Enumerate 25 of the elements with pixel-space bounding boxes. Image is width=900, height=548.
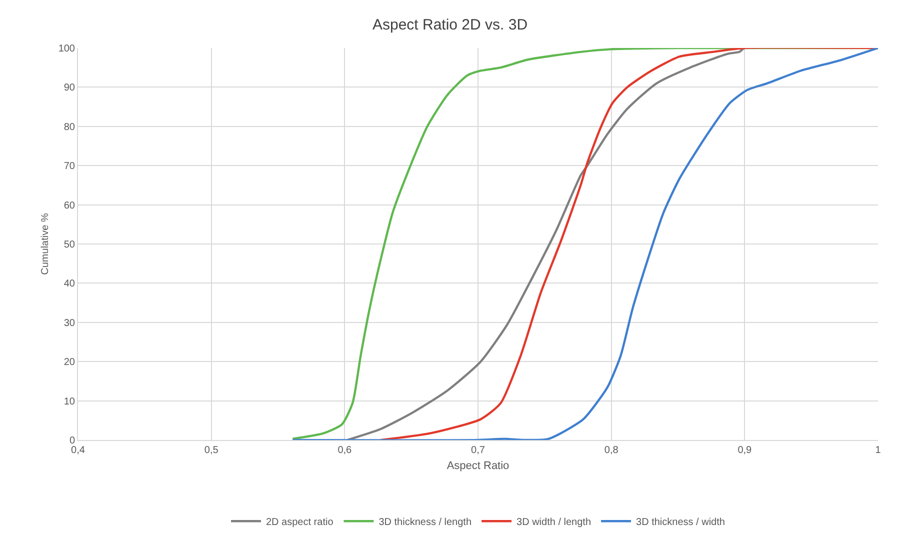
y-tick-label: 40 [64, 278, 76, 290]
y-axis-title: Cumulative % [40, 213, 51, 275]
y-tick-label: 30 [64, 318, 76, 329]
y-tick-label: 100 [58, 44, 76, 54]
x-tick-label: 0,8 [604, 445, 619, 456]
x-axis-title: Aspect Ratio [446, 460, 510, 472]
y-tick-label: 50 [64, 240, 76, 250]
y-tick-label: 80 [64, 122, 76, 133]
y-tick-label: 90 [64, 82, 76, 94]
x-tick-label: 0,5 [204, 445, 219, 456]
legend-label: 2D aspect ratio [266, 517, 334, 528]
y-tick-label: 0 [69, 436, 76, 446]
x-tick-label: 1 [875, 445, 882, 456]
x-tick-label: 0,6 [338, 445, 352, 456]
y-tick-label: 60 [64, 200, 76, 212]
y-tick-label: 10 [64, 396, 76, 408]
legend-label: 3D width / length [516, 517, 592, 528]
x-tick-label: 0,4 [71, 445, 86, 456]
x-tick-label: 0,9 [738, 445, 752, 456]
x-tick-label: 0,7 [471, 445, 486, 456]
chart-title: Aspect Ratio 2D vs. 3D [372, 16, 528, 34]
legend-label: 3D thickness / width [636, 517, 725, 528]
legend-label: 3D thickness / length [378, 517, 472, 528]
y-tick-label: 20 [64, 357, 76, 368]
y-tick-label: 70 [64, 161, 76, 172]
